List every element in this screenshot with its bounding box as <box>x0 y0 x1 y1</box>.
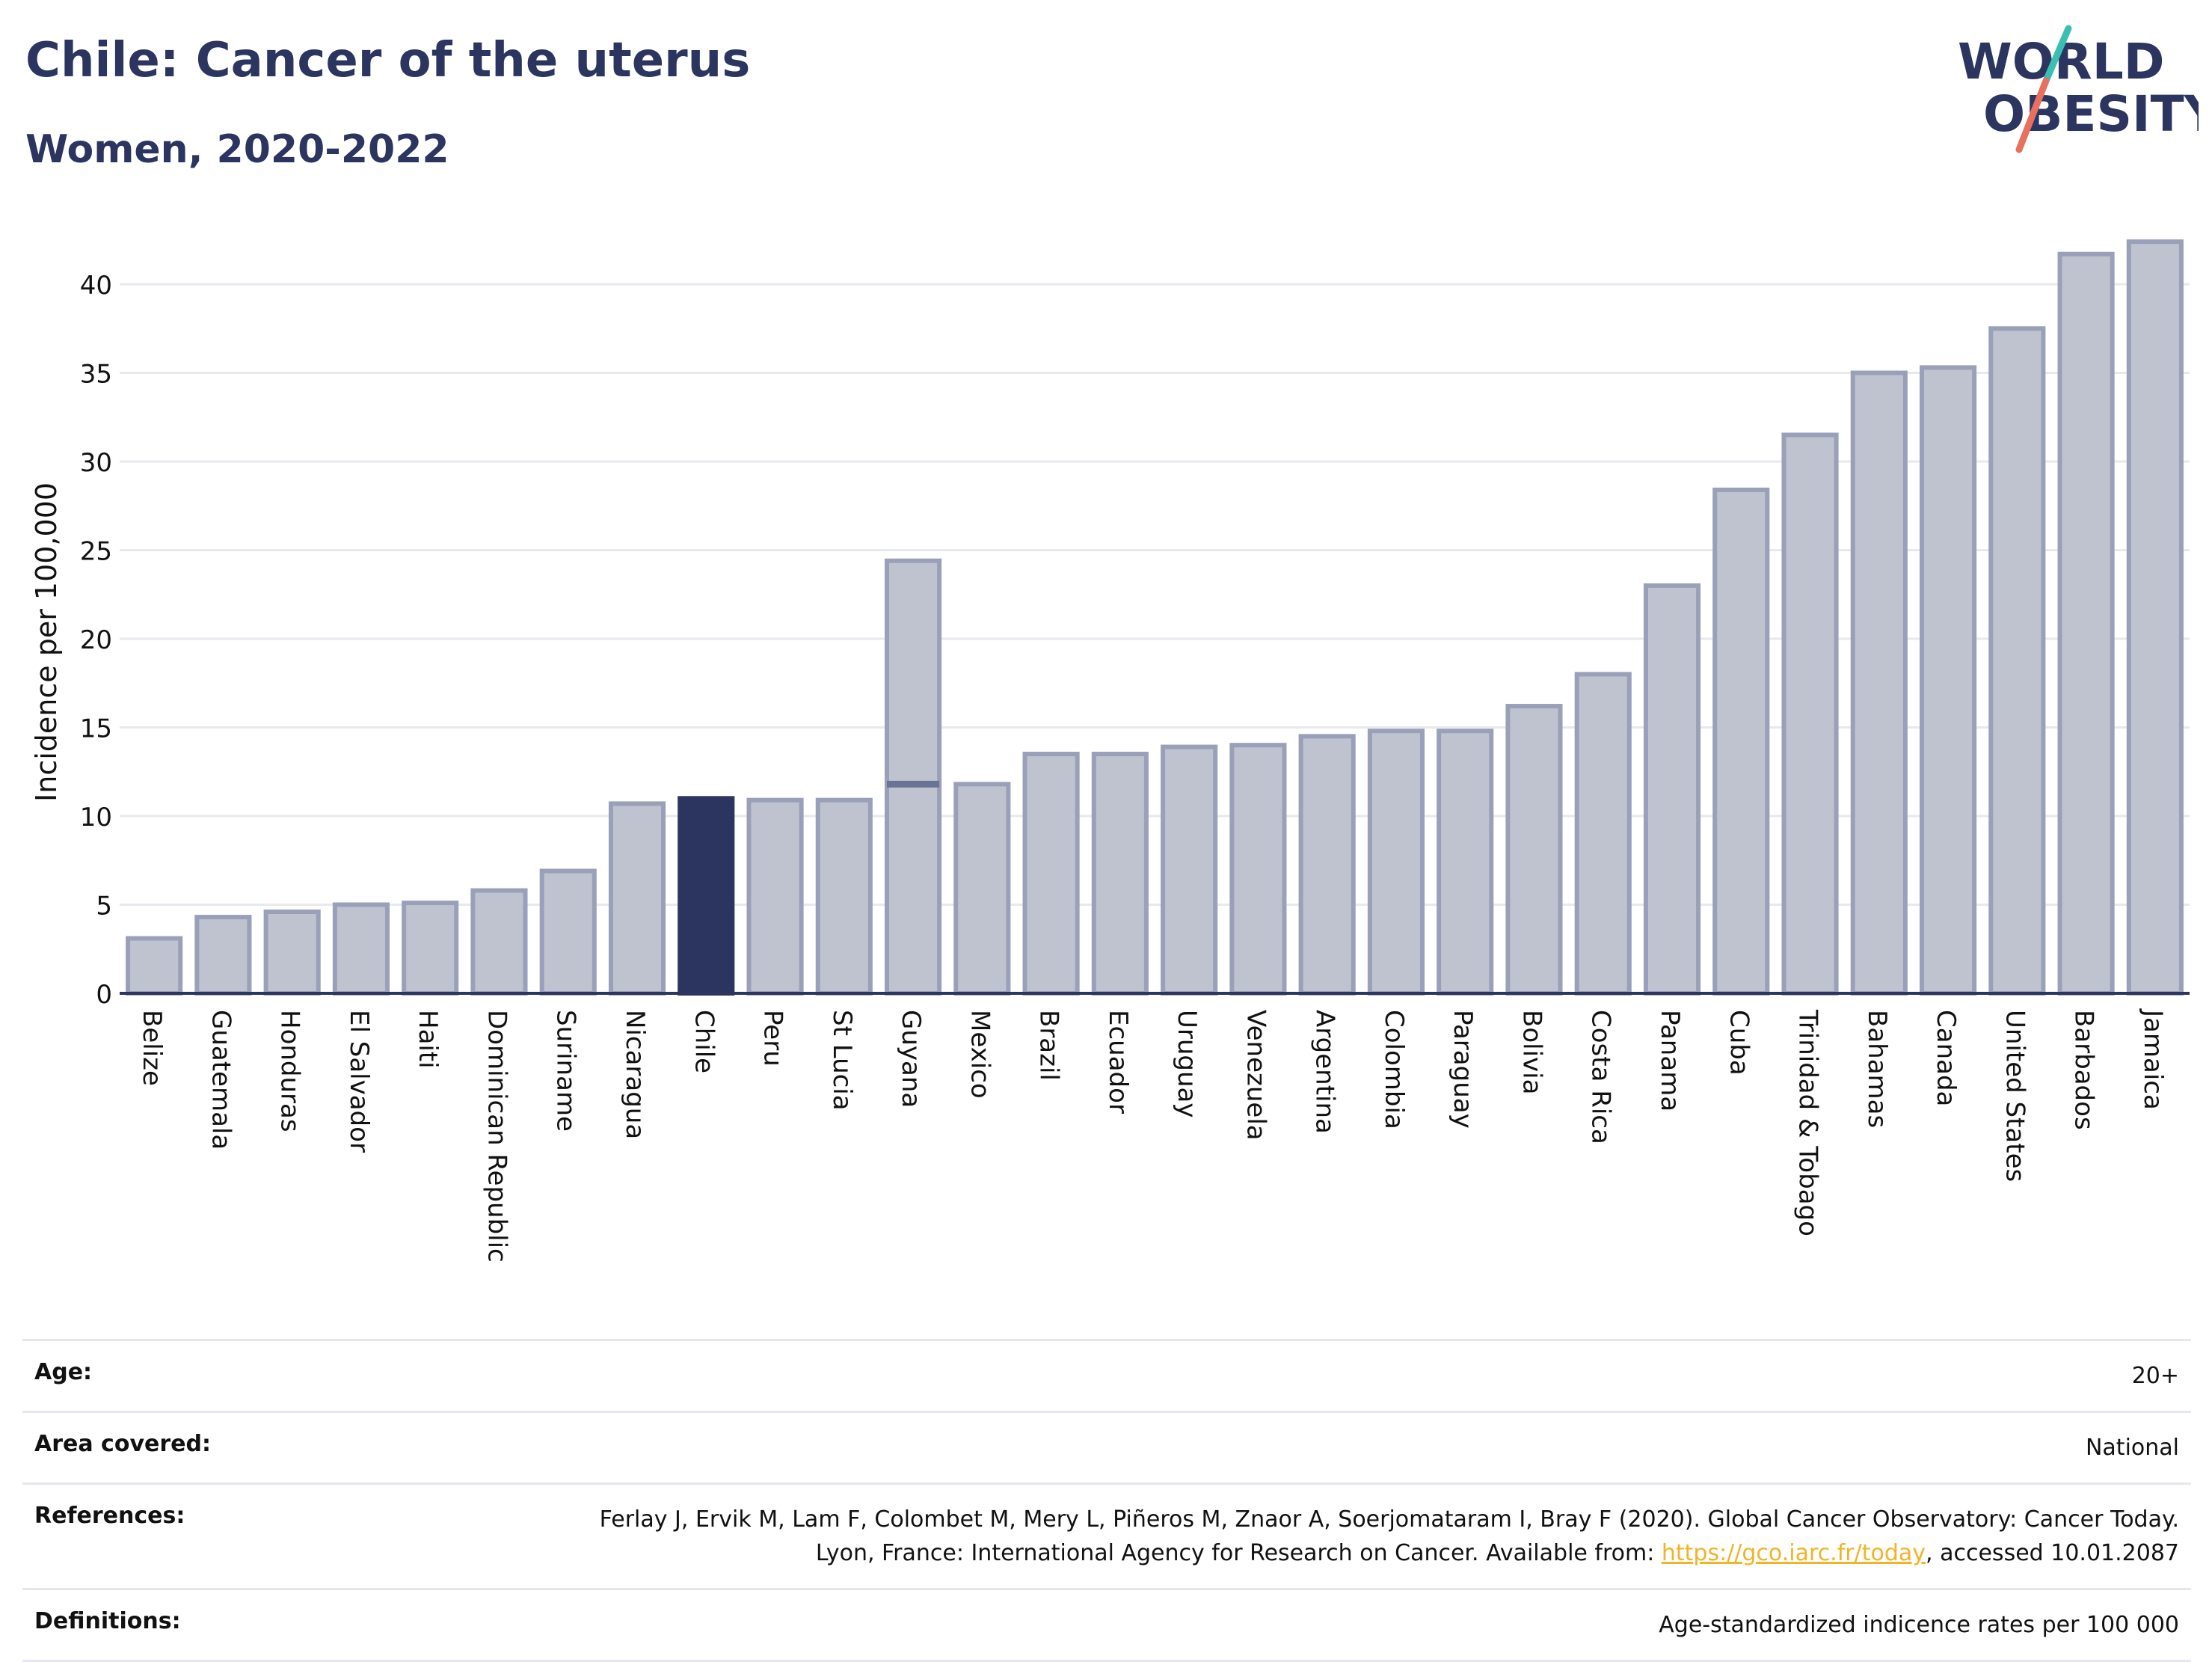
bar-st-lucia <box>815 797 873 996</box>
x-tick-label: Ecuador <box>1103 1010 1133 1114</box>
bar-venezuela <box>1229 743 1287 996</box>
logo-slash-teal <box>2042 25 2072 85</box>
bar-peru <box>746 797 804 996</box>
info-label-references: References: <box>34 1503 185 1529</box>
info-label-definitions: Definitions: <box>34 1608 181 1634</box>
x-tick-label: Guyana <box>896 1010 926 1108</box>
chart-title: Chile: Cancer of the uterus <box>25 33 751 88</box>
logo-slash-red <box>2015 77 2050 153</box>
bar-uruguay <box>1161 744 1218 996</box>
x-tick-label: Mexico <box>965 1010 995 1099</box>
x-tick-label: Jamaica <box>2138 1008 2168 1110</box>
x-tick-label: Haiti <box>413 1010 443 1069</box>
y-tick-label: 15 <box>80 714 112 744</box>
x-tick-label: Venezuela <box>1241 1010 1271 1141</box>
y-tick-label: 30 <box>80 448 112 478</box>
x-tick-label: Guatemala <box>206 1010 236 1150</box>
bar-trinidad-tobago <box>1781 432 1839 996</box>
references-accessed: , accessed 10.01.2087 <box>1926 1540 2179 1566</box>
info-value-references: Ferlay J, Ervik M, Lam F, Colombet M, Me… <box>571 1503 2179 1570</box>
x-tick-label: Peru <box>758 1010 788 1067</box>
x-tick-label: Colombia <box>1379 1010 1409 1129</box>
bar-dominican-republic <box>470 888 528 996</box>
y-tick-label: 10 <box>80 803 112 832</box>
y-tick-label: 25 <box>80 537 112 567</box>
y-axis-ticks: 0 5 10 15 20 25 30 35 40 <box>80 271 112 1010</box>
logo-line2: OBESITY <box>1983 85 2199 143</box>
y-axis-label: Incidence per 100,000 <box>30 482 63 802</box>
x-tick-label: Paraguay <box>1448 1010 1478 1129</box>
x-tick-label: Dominican Republic <box>482 1010 511 1263</box>
x-tick-label: Barbados <box>2069 1010 2099 1130</box>
info-label-age: Age: <box>34 1359 93 1385</box>
references-link[interactable]: https://gco.iarc.fr/today <box>1661 1540 1926 1566</box>
bar-honduras <box>263 909 321 996</box>
x-tick-label: Suriname <box>551 1010 581 1132</box>
x-tick-label: Trinidad & Tobago <box>1793 1009 1823 1236</box>
world-obesity-logo: WORLD OBESITY <box>1958 25 2199 153</box>
x-tick-label: Chile <box>689 1010 719 1073</box>
bar-haiti <box>402 901 459 996</box>
x-tick-label: St Lucia <box>827 1010 857 1111</box>
bar-el-salvador <box>332 902 390 996</box>
bar-costa-rica <box>1574 672 1632 996</box>
x-tick-label: Bolivia <box>1517 1010 1546 1094</box>
info-value-area: National <box>2085 1435 2179 1461</box>
bar-paraguay <box>1437 729 1494 996</box>
bar-ecuador <box>1091 752 1149 996</box>
x-tick-label: Canada <box>1931 1010 1961 1106</box>
x-tick-label: Belize <box>137 1010 167 1086</box>
bar-cuba <box>1712 487 1770 996</box>
x-tick-label: Honduras <box>275 1010 305 1132</box>
x-tick-label: Bahamas <box>1862 1010 1892 1128</box>
x-tick-label: Brazil <box>1034 1010 1064 1081</box>
x-tick-label: United States <box>2000 1010 2030 1182</box>
bar-belize <box>126 936 183 996</box>
y-tick-label: 0 <box>96 980 112 1010</box>
chart-subtitle: Women, 2020-2022 <box>25 127 449 172</box>
bar-guatemala <box>194 915 252 996</box>
bar-canada <box>1920 365 1977 996</box>
bar-guyana <box>885 558 942 996</box>
info-row-references: References: Ferlay J, Ervik M, Lam F, Co… <box>22 1482 2191 1588</box>
y-tick-label: 35 <box>80 360 112 390</box>
x-axis-ticks: Belize Guatemala Honduras El Salvador Haiti D… <box>137 1008 2168 1263</box>
bar-argentina <box>1298 734 1356 996</box>
bar-brazil <box>1022 752 1080 996</box>
info-label-area: Area covered: <box>34 1431 211 1457</box>
x-tick-label: Panama <box>1655 1010 1685 1111</box>
bar-chart: 0 5 10 15 20 25 30 35 40 Belize Guatemala Honduras… <box>30 239 2190 1263</box>
references-text: Ferlay J, Ervik M, Lam F, Colombet M, Me… <box>599 1506 2179 1566</box>
bar-bolivia <box>1505 704 1563 996</box>
bar-suriname <box>539 868 597 996</box>
info-value-definitions: Age-standardized indicence rates per 100… <box>1659 1612 2179 1638</box>
bar-mexico <box>953 782 1011 996</box>
bar-jamaica <box>2126 239 2184 996</box>
bar-united-states <box>1988 326 2046 996</box>
x-tick-label: Costa Rica <box>1586 1010 1616 1144</box>
info-row-age: Age: 20+ <box>22 1339 2191 1411</box>
x-tick-label: El Salvador <box>344 1010 374 1153</box>
bar-colombia <box>1367 729 1425 996</box>
bar-nicaragua <box>608 801 666 996</box>
x-tick-label: Argentina <box>1310 1010 1340 1134</box>
bar-bahamas <box>1850 370 1908 996</box>
bar-chile <box>678 796 735 996</box>
bar-panama <box>1643 583 1701 996</box>
bar-barbados <box>2057 251 2115 996</box>
info-row-definitions: Definitions: Age-standardized indicence … <box>22 1588 2191 1662</box>
x-tick-label: Cuba <box>1724 1010 1754 1076</box>
y-tick-label: 40 <box>80 271 112 301</box>
grid-lines <box>120 283 2190 906</box>
x-tick-label: Nicaragua <box>620 1010 650 1139</box>
y-tick-label: 20 <box>80 625 112 655</box>
info-row-area: Area covered: National <box>22 1411 2191 1482</box>
info-table: Age: 20+ Area covered: National Referenc… <box>22 1339 2191 1662</box>
info-value-age: 20+ <box>2131 1363 2179 1389</box>
y-tick-label: 5 <box>96 892 112 922</box>
bars <box>126 239 2184 996</box>
x-tick-label: Uruguay <box>1172 1010 1202 1118</box>
